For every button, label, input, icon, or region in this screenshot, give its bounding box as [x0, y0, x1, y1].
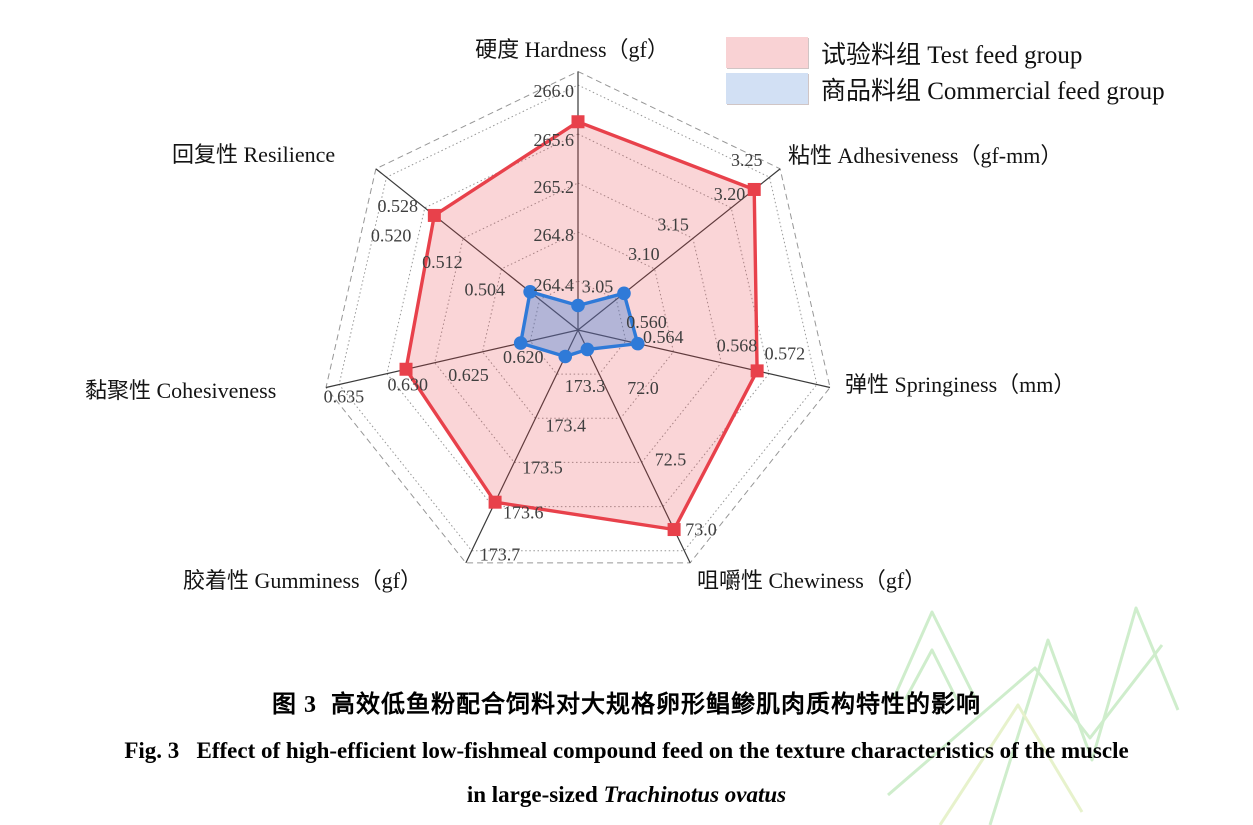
radar-chart: 264.4 264.8 265.2 265.6 266.0 3.05 3.10 3.15 3.2… — [85, 37, 1075, 593]
axis-title: 胶着性 Gumminess（gf） — [183, 568, 422, 593]
tick-label: 0.568 — [717, 336, 758, 356]
tick-label: 3.15 — [657, 214, 689, 234]
tick-label: 73.0 — [685, 520, 717, 540]
tick-label: 266.0 — [534, 81, 575, 101]
tick-label: 173.7 — [480, 545, 521, 565]
data-marker-circle-commercial-feed — [558, 349, 573, 364]
legend-item-test-feed: 试验料组 Test feed group — [726, 37, 1165, 69]
data-marker-circle-commercial-feed — [630, 336, 645, 351]
axis-spoke — [325, 329, 579, 389]
data-marker-square-test-feed — [667, 523, 681, 537]
grid-ring — [434, 182, 722, 463]
axis-spoke — [465, 329, 579, 564]
caption-species-prefix: in large-sized — [466, 782, 604, 807]
legend-label-commercial-feed: 商品料组 Commercial feed group — [821, 77, 1165, 105]
series-outline-commercial-feed — [519, 290, 640, 359]
grid-ring — [386, 133, 770, 508]
tick-label: 0.625 — [448, 365, 489, 385]
data-marker-circle-commercial-feed — [513, 336, 528, 350]
axis-spoke — [375, 168, 579, 331]
tick-label: 0.564 — [643, 327, 684, 347]
data-marker-circle-commercial-feed — [617, 286, 631, 301]
tick-label: 0.635 — [324, 387, 365, 407]
tick-label: 265.2 — [534, 177, 575, 197]
data-marker-square-test-feed — [750, 364, 764, 378]
caption-species-name: Trachinotus ovatus — [603, 782, 787, 807]
caption-chinese: 图 3 高效低鱼粉配合饲料对大规格卵形鲳鲹肌肉质构特性的影响 — [272, 692, 981, 718]
legend-swatch-commercial-feed — [726, 73, 808, 104]
axis-spoke — [577, 168, 781, 331]
series-outline-test-feed — [404, 120, 759, 532]
axis-title: 黏聚性 Cohesiveness — [85, 378, 276, 403]
tick-label: 0.620 — [503, 347, 544, 367]
legend-swatch-test-feed — [726, 37, 808, 68]
series-area-commercial-feed — [520, 291, 638, 357]
tick-label: 0.520 — [371, 225, 412, 245]
series-area-test-feed — [406, 121, 758, 530]
axis-title: 粘性 Adhesiveness（gf-mm） — [788, 143, 1062, 168]
axis-title: 咀嚼性 Chewiness（gf） — [697, 568, 926, 593]
data-marker-circle-commercial-feed — [580, 342, 595, 357]
tick-label: 3.10 — [628, 244, 660, 264]
axis-title: 回复性 Resilience — [172, 142, 335, 167]
tick-label: 0.630 — [387, 375, 428, 395]
tick-label: 3.20 — [714, 184, 746, 204]
tick-label: 264.8 — [534, 225, 575, 245]
tick-label: 3.05 — [582, 276, 614, 296]
grid-ring — [529, 280, 627, 375]
caption-english-species-line: in large-sized Trachinotus ovatus — [0, 782, 1253, 808]
tick-label: 173.5 — [522, 457, 563, 477]
tick-label: 264.4 — [534, 275, 575, 295]
tick-label: 72.0 — [627, 378, 659, 398]
tick-label: 173.6 — [503, 503, 544, 523]
data-marker-square-test-feed — [571, 115, 585, 129]
tick-label: 0.572 — [765, 344, 806, 364]
tick-label: 0.504 — [464, 279, 505, 299]
tick-label: 72.5 — [655, 449, 687, 469]
tick-label: 173.4 — [546, 415, 587, 435]
tick-label: 265.6 — [534, 130, 575, 150]
grid-ring — [481, 231, 675, 419]
tick-label: 3.25 — [731, 150, 763, 170]
data-marker-square-test-feed — [747, 182, 761, 196]
data-marker-square-test-feed — [399, 362, 413, 376]
caption-english: Fig. 3 Effect of high-efficient low-fish… — [124, 738, 1129, 763]
axis-title: 弹性 Springiness（mm） — [845, 372, 1075, 397]
tick-label: 0.512 — [422, 252, 463, 272]
axis-spoke — [577, 329, 831, 389]
data-marker-circle-commercial-feed — [523, 285, 537, 299]
axis-title: 硬度 Hardness（gf） — [475, 37, 669, 62]
tick-label: 173.3 — [565, 376, 606, 396]
data-marker-square-test-feed — [427, 208, 441, 222]
legend-item-commercial-feed: 商品料组 Commercial feed group — [726, 73, 1165, 105]
outer-frame — [325, 70, 831, 564]
tick-label: 0.528 — [378, 196, 419, 216]
data-marker-circle-commercial-feed — [571, 298, 585, 313]
legend: 试验料组 Test feed group 商品料组 Commercial fee… — [726, 37, 1165, 109]
tick-label: 0.560 — [626, 312, 667, 332]
legend-label-test-feed: 试验料组 Test feed group — [821, 41, 1083, 69]
data-marker-square-test-feed — [488, 495, 502, 509]
